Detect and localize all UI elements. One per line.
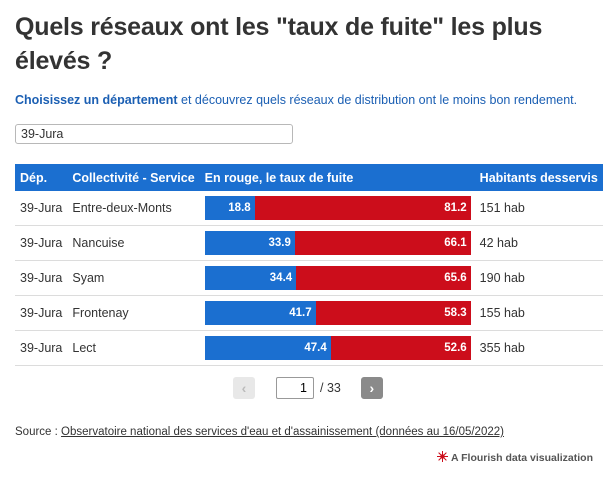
cell-bar: 47.4 52.6	[199, 330, 475, 366]
table-row: 39-Jura Frontenay 41.7 58.3 155 hab	[15, 295, 603, 331]
leak-rate-bar: 33.9 66.1	[204, 231, 471, 255]
column-header-habitants[interactable]: Habitants desservis	[474, 164, 603, 191]
cell-collectivite: Frontenay	[67, 295, 200, 331]
cell-collectivite: Entre-deux-Monts	[67, 191, 200, 226]
cell-bar: 41.7 58.3	[199, 295, 475, 331]
source-note: Source : Observatoire national des servi…	[15, 426, 504, 438]
page-count: / 33	[320, 381, 341, 395]
rendement-segment: 47.4	[204, 336, 331, 360]
source-link[interactable]: Observatoire national des services d'eau…	[61, 426, 504, 438]
cell-collectivite: Lect	[67, 330, 200, 366]
fuite-segment: 52.6	[330, 336, 471, 360]
column-header-collectivite[interactable]: Collectivité - Service	[67, 164, 200, 191]
table-row: 39-Jura Lect 47.4 52.6 355 hab	[15, 330, 603, 366]
flourish-credit-text: A Flourish data visualization	[451, 452, 593, 464]
rendement-segment: 18.8	[204, 196, 255, 220]
fuite-segment: 66.1	[294, 231, 471, 255]
leak-rate-bar: 41.7 58.3	[204, 301, 471, 325]
cell-bar: 34.4 65.6	[199, 260, 475, 296]
fuite-segment: 65.6	[296, 266, 471, 290]
table-row: 39-Jura Entre-deux-Monts 18.8 81.2 151 h…	[15, 191, 603, 226]
rendement-segment: 41.7	[204, 301, 316, 325]
cell-habitants: 42 hab	[474, 225, 603, 261]
cell-dep: 39-Jura	[15, 191, 68, 226]
table-row: 39-Jura Nancuise 33.9 66.1 42 hab	[15, 225, 603, 261]
flourish-credit-link[interactable]: A Flourish data visualization	[437, 451, 593, 465]
source-label: Source :	[15, 426, 62, 438]
cell-habitants: 151 hab	[474, 191, 603, 226]
table-row: 39-Jura Syam 34.4 65.6 190 hab	[15, 260, 603, 296]
cell-bar: 18.8 81.2	[199, 191, 475, 226]
fuite-segment: 58.3	[315, 301, 471, 325]
rendement-segment: 34.4	[204, 266, 297, 290]
previous-page-button[interactable]: ‹	[233, 377, 255, 399]
cell-habitants: 155 hab	[474, 295, 603, 331]
next-page-button[interactable]: ›	[360, 377, 383, 399]
page-number-input[interactable]	[276, 377, 314, 399]
page-title: Quels réseaux ont les "taux de fuite" le…	[15, 13, 543, 75]
flourish-logo-icon	[437, 451, 451, 465]
leak-rate-bar: 18.8 81.2	[204, 196, 471, 220]
department-search-input[interactable]	[15, 124, 293, 144]
subtitle-text: et découvrez quels réseaux de distributi…	[177, 93, 578, 107]
cell-habitants: 355 hab	[474, 330, 603, 366]
leak-rate-bar: 34.4 65.6	[204, 266, 471, 290]
cell-collectivite: Syam	[67, 260, 200, 296]
subtitle-bold: Choisissez un département	[15, 93, 178, 107]
column-header-taux-fuite[interactable]: En rouge, le taux de fuite	[199, 164, 475, 191]
cell-bar: 33.9 66.1	[199, 225, 475, 261]
table-header-row: Dép. Collectivité - Service En rouge, le…	[15, 164, 603, 191]
leak-rate-bar: 47.4 52.6	[204, 336, 471, 360]
fuite-segment: 81.2	[254, 196, 471, 220]
cell-dep: 39-Jura	[15, 225, 68, 261]
cell-dep: 39-Jura	[15, 330, 68, 366]
cell-dep: 39-Jura	[15, 295, 68, 331]
column-header-dep[interactable]: Dép.	[15, 164, 68, 191]
cell-collectivite: Nancuise	[67, 225, 200, 261]
cell-habitants: 190 hab	[474, 260, 603, 296]
results-table: Dép. Collectivité - Service En rouge, le…	[15, 164, 603, 366]
pagination: ‹ / 33 ›	[233, 376, 383, 400]
cell-dep: 39-Jura	[15, 260, 68, 296]
rendement-segment: 33.9	[204, 231, 295, 255]
subtitle: Choisissez un département et découvrez q…	[15, 93, 577, 107]
